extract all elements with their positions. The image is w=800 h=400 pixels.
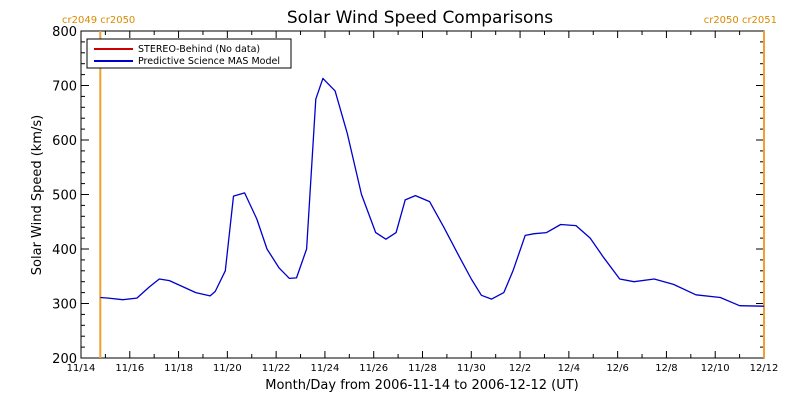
y-tick-label: 800: [52, 25, 77, 40]
y-tick-label: 300: [52, 298, 77, 313]
y-axis-label: Solar Wind Speed (km/s): [30, 115, 45, 275]
x-tick-label: 11/20: [213, 363, 242, 374]
series-line-1: [100, 77, 765, 307]
y-tick-label: 500: [52, 189, 77, 204]
carrington-markers: [99, 31, 765, 358]
x-tick-label: 11/28: [408, 363, 437, 374]
x-tick-label: 12/10: [701, 363, 730, 374]
plot-frame: [80, 30, 765, 359]
x-tick-label: 12/6: [606, 363, 628, 374]
x-tick-label: 11/18: [164, 363, 193, 374]
y-tick-label: 200: [52, 352, 77, 367]
x-tick-label: 11/24: [311, 363, 340, 374]
x-tick-label: 11/22: [262, 363, 291, 374]
x-tick-label: 11/14: [67, 363, 96, 374]
cr-left-label: cr2049 cr2050: [62, 15, 135, 26]
x-tick-label: 11/16: [115, 363, 144, 374]
x-tick-label: 12/2: [509, 363, 531, 374]
x-tick-label: 12/4: [558, 363, 580, 374]
x-tick-label: 11/26: [359, 363, 388, 374]
x-tick-label: 11/30: [457, 363, 486, 374]
legend-label-mas-model: Predictive Science MAS Model: [138, 56, 280, 67]
chart-title: Solar Wind Speed Comparisons: [287, 8, 553, 28]
x-tick-label: 12/8: [655, 363, 677, 374]
axis-ticks: [80, 30, 765, 359]
x-axis-label: Month/Day from 2006-11-14 to 2006-12-12 …: [265, 378, 578, 393]
y-tick-label: 700: [52, 80, 77, 95]
legend-label-stereo-behind: STEREO-Behind (No data): [138, 44, 260, 55]
legend: STEREO-Behind (No data) Predictive Scien…: [86, 38, 292, 69]
x-tick-labels: 11/14 11/16 11/18 11/20 11/22 11/24 11/26 11/28…: [67, 363, 779, 374]
y-tick-label: 400: [52, 243, 77, 258]
y-tick-labels: 200 300 400 500 600 700 800: [52, 25, 77, 367]
legend-box: [86, 38, 292, 69]
y-tick-label: 600: [52, 134, 77, 149]
series-lines: [100, 77, 765, 307]
x-tick-label: 12/12: [750, 363, 779, 374]
cr-right-label: cr2050 cr2051: [704, 15, 777, 26]
